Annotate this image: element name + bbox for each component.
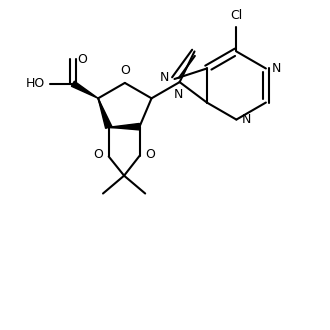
Text: O: O xyxy=(120,64,130,77)
Text: Cl: Cl xyxy=(230,9,243,22)
Text: N: N xyxy=(159,71,169,84)
Polygon shape xyxy=(109,123,140,130)
Text: O: O xyxy=(93,148,103,161)
Text: O: O xyxy=(78,53,87,66)
Text: HO: HO xyxy=(26,77,45,90)
Text: N: N xyxy=(242,113,251,126)
Polygon shape xyxy=(98,98,112,128)
Text: N: N xyxy=(272,62,281,75)
Text: N: N xyxy=(173,88,183,101)
Text: O: O xyxy=(145,148,155,161)
Polygon shape xyxy=(71,81,98,98)
